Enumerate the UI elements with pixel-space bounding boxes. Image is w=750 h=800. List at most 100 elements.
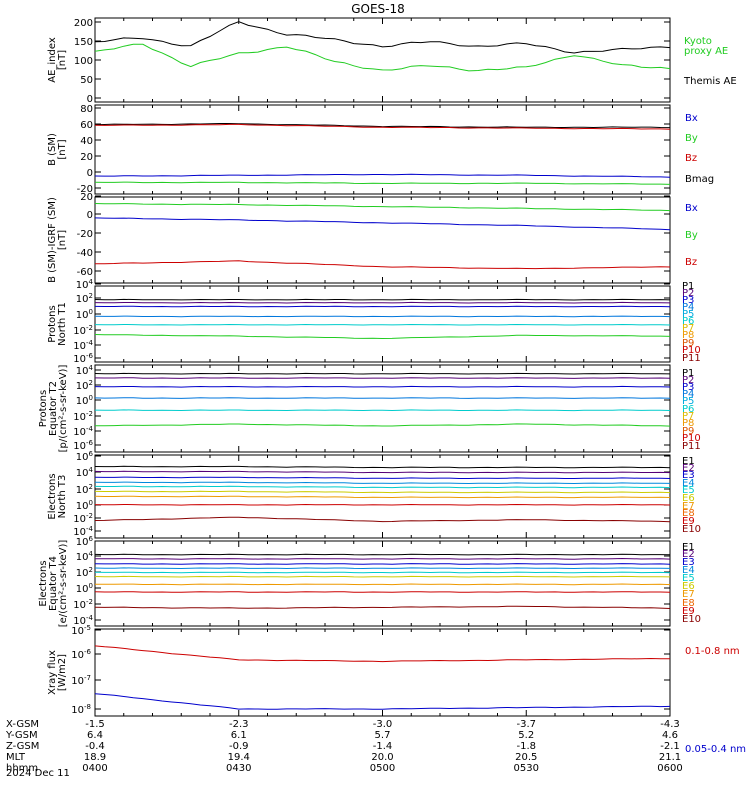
xaxis-value: -0.9	[229, 741, 249, 752]
legend-item: P4	[682, 302, 694, 313]
legend-item: E6	[682, 493, 695, 504]
ytick-label: 50	[80, 75, 93, 86]
xaxis-value: -1.5	[85, 719, 105, 730]
legend-item: E6	[682, 581, 695, 592]
legend-item: E4	[682, 565, 695, 576]
legend-item: Kyoto	[684, 36, 712, 47]
series-line	[94, 377, 671, 379]
xaxis-value: 20.0	[371, 752, 393, 763]
legend-item: Bz	[685, 257, 697, 268]
ytick-label: -20	[77, 184, 93, 195]
legend-item: E8	[682, 508, 695, 519]
panel-ylabel: B (SM)-IGRF (SM)	[47, 197, 58, 283]
xaxis-value: 5.2	[518, 730, 534, 741]
ytick-label: 10-5	[71, 624, 91, 637]
legend-item: P3	[682, 295, 694, 306]
legend-item: E1	[682, 456, 695, 467]
series-line	[94, 397, 671, 399]
legend-item: E5	[682, 485, 695, 496]
panel-ylabel: [e/(cm²-s-sr-keV)]	[58, 540, 69, 628]
ytick-label: -20	[77, 229, 93, 240]
ytick-label: 10-2	[73, 324, 93, 337]
xaxis-value: -0.4	[85, 741, 105, 752]
legend-item: P10	[682, 345, 701, 356]
legend-item: P9	[682, 338, 694, 349]
legend-item: P5	[682, 396, 694, 407]
panel-ylabel: [nT]	[57, 50, 68, 70]
xaxis-value: -3.0	[373, 719, 393, 730]
xaxis-value: 0500	[370, 763, 395, 774]
legend-item: E8	[682, 598, 695, 609]
series-line	[94, 516, 671, 523]
legend-item: 0.1-0.8 nm	[685, 646, 740, 657]
ytick-label: 104	[76, 550, 94, 563]
xaxis-value: 18.9	[84, 752, 106, 763]
xaxis-value: 5.7	[375, 730, 391, 741]
ytick-label: 150	[74, 37, 93, 48]
ytick-label: 102	[76, 379, 93, 392]
series-line	[94, 591, 671, 593]
legend-item: P10	[682, 433, 701, 444]
legend-item: Bmag	[685, 174, 714, 185]
xaxis-row-label: MLT	[6, 752, 26, 763]
ytick-label: 100	[76, 394, 93, 407]
xaxis-value: 0600	[657, 763, 682, 774]
xaxis-value: -1.8	[516, 741, 536, 752]
ytick-label: 0	[87, 94, 93, 105]
series-line	[94, 43, 671, 72]
panel-frame	[94, 196, 671, 284]
xaxis-value: -3.7	[516, 719, 536, 730]
legend-item: Bx	[685, 203, 698, 214]
legend-item: E2	[682, 549, 695, 560]
series-line	[94, 583, 671, 586]
panel-ylabel: North T1	[57, 302, 68, 346]
panel-bigrf: -60 -40 -20 0 20 B (SM)-IGRF (SM) [nT] Bx By Bz	[47, 192, 698, 284]
legend-item: E10	[682, 614, 701, 625]
series-line	[94, 645, 671, 663]
ytick-label: 10-2	[73, 598, 93, 611]
panel-ylabel: Equator T4	[48, 556, 59, 611]
panel-ylabel: Xray flux	[47, 650, 58, 695]
series-line	[94, 571, 671, 574]
series-line	[94, 575, 671, 578]
series-line	[94, 490, 671, 494]
legend-item: By	[685, 133, 698, 144]
panel-xray: 10-8 10-7 10-6 10-5 Xray flux [W/m2] 0.1-0.8 n…	[47, 624, 746, 755]
ytick-label: 60	[80, 120, 93, 131]
legend-item: P2	[682, 375, 694, 386]
legend-item: E4	[682, 478, 695, 489]
xaxis-value: -1.4	[373, 741, 393, 752]
panel-frame	[94, 540, 671, 627]
xaxis-value: 0530	[514, 763, 539, 774]
legend-item: E1	[682, 542, 695, 553]
xaxis-value: 6.1	[231, 730, 247, 741]
xaxis-value: 0400	[82, 763, 107, 774]
series-line	[94, 315, 671, 318]
panel-ylabel: [nT]	[57, 230, 68, 250]
series-line	[94, 181, 671, 185]
legend-item: proxy AE	[684, 46, 728, 57]
legend-item: P7	[682, 411, 694, 422]
legend-item: P6	[682, 316, 694, 327]
series-line	[94, 476, 671, 479]
series-line	[94, 605, 671, 609]
series-line	[94, 305, 671, 308]
xaxis-value: 20.5	[515, 752, 537, 763]
xaxis-value: 19.4	[228, 752, 250, 763]
legend-item: Bx	[685, 113, 698, 124]
legend-item: P9	[682, 426, 694, 437]
ytick-label: 10-4	[73, 425, 93, 438]
legend-item: E5	[682, 573, 695, 584]
legend-item: Themis AE	[683, 76, 737, 87]
ytick-label: 100	[76, 499, 93, 512]
ytick-label: 40	[80, 136, 93, 147]
series-line	[94, 495, 671, 499]
panel-ylabel: [nT]	[57, 139, 68, 159]
series-line	[94, 503, 671, 506]
xaxis-value: 4.6	[662, 730, 678, 741]
ytick-label: 10-8	[71, 703, 91, 716]
legend-item: 0.05-0.4 nm	[685, 744, 746, 755]
legend-item: P3	[682, 382, 694, 393]
